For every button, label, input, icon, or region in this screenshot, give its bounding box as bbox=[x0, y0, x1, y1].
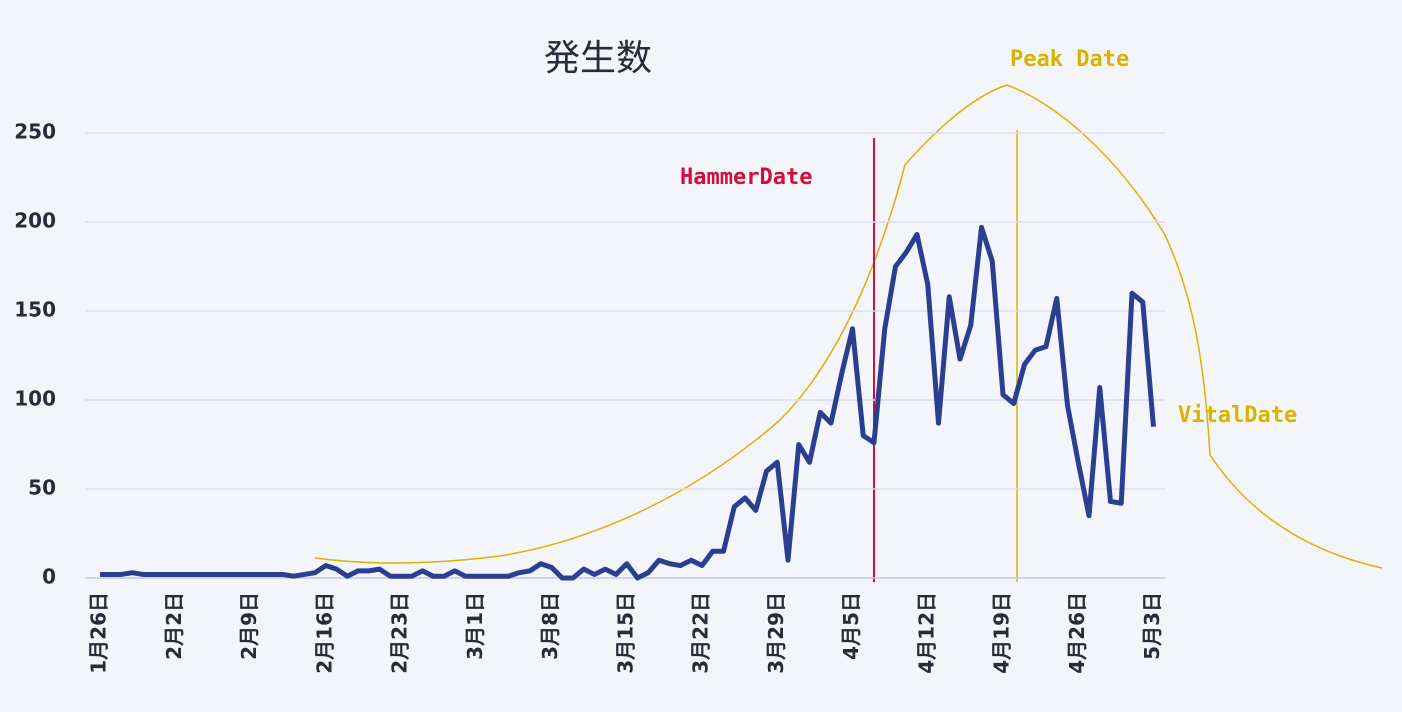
chart-title: 発生数 bbox=[544, 38, 652, 79]
x-tick-label: 3月22日 bbox=[689, 592, 713, 674]
x-tick-label: 3月29日 bbox=[764, 592, 788, 674]
x-tick-label: 3月8日 bbox=[538, 592, 562, 660]
annotation: VitalDate bbox=[1178, 403, 1297, 428]
y-tick-label: 100 bbox=[14, 387, 56, 411]
x-tick-label: 4月19日 bbox=[990, 592, 1014, 674]
annotation: HammerDate bbox=[680, 165, 812, 190]
x-tick-label: 1月26日 bbox=[87, 592, 111, 674]
x-tick-label: 2月16日 bbox=[312, 592, 336, 674]
x-tick-label: 3月15日 bbox=[613, 592, 637, 674]
y-tick-label: 50 bbox=[28, 476, 56, 500]
x-tick-label: 3月1日 bbox=[463, 592, 487, 660]
x-tick-label: 4月26日 bbox=[1065, 592, 1089, 674]
y-tick-label: 0 bbox=[42, 565, 56, 589]
y-tick-label: 150 bbox=[14, 298, 56, 322]
x-tick-label: 2月9日 bbox=[237, 592, 261, 660]
x-tick-label: 5月3日 bbox=[1140, 592, 1164, 660]
x-tick-label: 2月23日 bbox=[388, 592, 412, 674]
projection-curve bbox=[314, 84, 1383, 569]
x-tick-label: 2月2日 bbox=[162, 592, 186, 660]
annotation: Peak Date bbox=[1010, 47, 1129, 72]
x-tick-label: 4月12日 bbox=[914, 592, 938, 674]
data-line bbox=[100, 224, 1156, 581]
y-tick-label: 200 bbox=[14, 209, 56, 233]
x-tick-label: 4月5日 bbox=[839, 592, 863, 660]
y-tick-label: 250 bbox=[14, 120, 56, 144]
